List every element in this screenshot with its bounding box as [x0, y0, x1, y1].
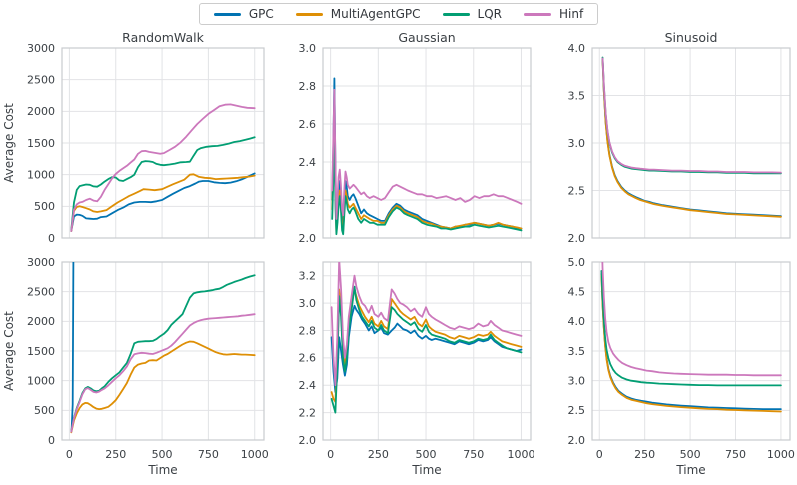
svg-text:2.0: 2.0: [568, 232, 586, 245]
svg-text:0: 0: [48, 434, 55, 447]
svg-text:Time: Time: [675, 463, 705, 477]
svg-text:2.6: 2.6: [299, 352, 317, 365]
svg-text:2.0: 2.0: [568, 434, 586, 447]
svg-text:0: 0: [596, 448, 603, 461]
subplot-grid: 0 500 1000 1500 2000 2500 3000 RandomWalk Averag…: [0, 30, 797, 485]
multiagentgpc-line-swatch-icon: [295, 12, 323, 16]
svg-text:Time: Time: [411, 463, 441, 477]
svg-text:1000: 1000: [507, 448, 534, 461]
svg-text:1000: 1000: [241, 448, 269, 461]
svg-text:2.6: 2.6: [299, 118, 317, 131]
sinusoid-top-plot: 2.0 2.5 3.0 3.5 4.0 Sinusoid: [568, 30, 791, 245]
svg-text:2.0: 2.0: [299, 434, 317, 447]
svg-text:3.0: 3.0: [568, 375, 586, 388]
svg-text:1500: 1500: [27, 345, 55, 358]
svg-text:2.2: 2.2: [299, 194, 317, 207]
svg-text:500: 500: [416, 448, 437, 461]
svg-text:500: 500: [34, 200, 55, 213]
svg-text:2.5: 2.5: [568, 184, 586, 197]
svg-text:500: 500: [152, 448, 173, 461]
randomwalk-top-plot: 0 500 1000 1500 2000 2500 3000 RandomWalk Averag…: [2, 30, 265, 245]
svg-text:Time: Time: [147, 463, 177, 477]
svg-text:Gaussian: Gaussian: [398, 30, 455, 45]
legend-row: GPC MultiAgentGPC LQR Hinf: [0, 0, 797, 30]
svg-text:750: 750: [725, 448, 746, 461]
subplot-cell-gaussian-top: 2.0 2.2 2.4 2.6 2.8 3.0 Gaussian: [270, 30, 534, 250]
svg-text:3.2: 3.2: [299, 270, 317, 283]
svg-text:2000: 2000: [27, 315, 55, 328]
legend-label-multiagentgpc: MultiAgentGPC: [330, 7, 421, 21]
svg-text:2.8: 2.8: [299, 324, 317, 337]
svg-text:4.5: 4.5: [568, 286, 586, 299]
subplot-cell-randomwalk-top: 0 500 1000 1500 2000 2500 3000 RandomWalk Averag…: [0, 30, 270, 250]
svg-text:1000: 1000: [767, 448, 795, 461]
svg-text:250: 250: [368, 448, 389, 461]
subplot-cell-sinusoid-bottom: 2.0 2.5 3.0 3.5 4.0 4.5 5.0 0 250 500 750 1000 Time: [534, 250, 797, 485]
svg-text:3.0: 3.0: [299, 297, 317, 310]
svg-text:2.5: 2.5: [568, 404, 586, 417]
svg-text:250: 250: [634, 448, 655, 461]
subplot-cell-sinusoid-top: 2.0 2.5 3.0 3.5 4.0 Sinusoid: [534, 30, 797, 250]
legend: GPC MultiAgentGPC LQR Hinf: [198, 3, 599, 25]
svg-text:2.0: 2.0: [299, 232, 317, 245]
svg-text:750: 750: [198, 448, 219, 461]
svg-text:0: 0: [66, 448, 73, 461]
svg-text:2500: 2500: [27, 74, 55, 87]
legend-item-hinf: Hinf: [523, 7, 584, 21]
legend-item-lqr: LQR: [442, 7, 502, 21]
svg-text:3.0: 3.0: [299, 42, 317, 55]
svg-text:RandomWalk: RandomWalk: [122, 30, 204, 45]
hinf-line-swatch-icon: [523, 12, 551, 16]
svg-text:Sinusoid: Sinusoid: [665, 30, 718, 45]
legend-label-gpc: GPC: [248, 7, 274, 21]
svg-text:Average Cost: Average Cost: [2, 311, 16, 391]
legend-label-lqr: LQR: [477, 7, 502, 21]
subplot-cell-gaussian-bottom: 2.0 2.2 2.4 2.6 2.8 3.0 3.2 0 250 500 750 1000 Time: [270, 250, 534, 485]
svg-text:2500: 2500: [27, 286, 55, 299]
gpc-line-swatch-icon: [213, 12, 241, 16]
gaussian-top-plot: 2.0 2.2 2.4 2.6 2.8 3.0 Gaussian: [299, 30, 532, 245]
svg-text:2.2: 2.2: [299, 406, 317, 419]
svg-text:5.0: 5.0: [568, 256, 586, 269]
randomwalk-bottom-plot: 0 500 1000 1500 2000 2500 3000 0 250 500 750 1000 Ti…: [2, 256, 269, 477]
svg-text:Average Cost: Average Cost: [2, 103, 16, 183]
svg-text:3.0: 3.0: [568, 137, 586, 150]
gaussian-bottom-plot: 2.0 2.2 2.4 2.6 2.8 3.0 3.2 0 250 500 750 1000 Time: [299, 261, 534, 477]
svg-text:3.5: 3.5: [568, 345, 586, 358]
legend-item-gpc: GPC: [213, 7, 274, 21]
lqr-line-swatch-icon: [442, 12, 470, 16]
legend-item-multiagentgpc: MultiAgentGPC: [295, 7, 421, 21]
svg-text:250: 250: [105, 448, 126, 461]
svg-text:4.0: 4.0: [568, 42, 586, 55]
svg-text:2.8: 2.8: [299, 80, 317, 93]
svg-text:750: 750: [463, 448, 484, 461]
svg-text:0: 0: [327, 448, 334, 461]
svg-text:3000: 3000: [27, 42, 55, 55]
svg-text:500: 500: [680, 448, 701, 461]
svg-text:2.4: 2.4: [299, 156, 317, 169]
svg-text:1500: 1500: [27, 137, 55, 150]
svg-text:0: 0: [48, 232, 55, 245]
svg-text:1000: 1000: [27, 375, 55, 388]
subplot-cell-randomwalk-bottom: 0 500 1000 1500 2000 2500 3000 0 250 500 750 1000 Ti…: [0, 250, 270, 485]
svg-text:1000: 1000: [27, 169, 55, 182]
svg-text:3000: 3000: [27, 256, 55, 269]
sinusoid-bottom-plot: 2.0 2.5 3.0 3.5 4.0 4.5 5.0 0 250 500 750 1000 Time: [568, 256, 795, 477]
svg-text:3.5: 3.5: [568, 89, 586, 102]
legend-label-hinf: Hinf: [558, 7, 584, 21]
svg-text:4.0: 4.0: [568, 315, 586, 328]
svg-text:2000: 2000: [27, 105, 55, 118]
svg-text:2.4: 2.4: [299, 379, 317, 392]
svg-text:500: 500: [34, 404, 55, 417]
